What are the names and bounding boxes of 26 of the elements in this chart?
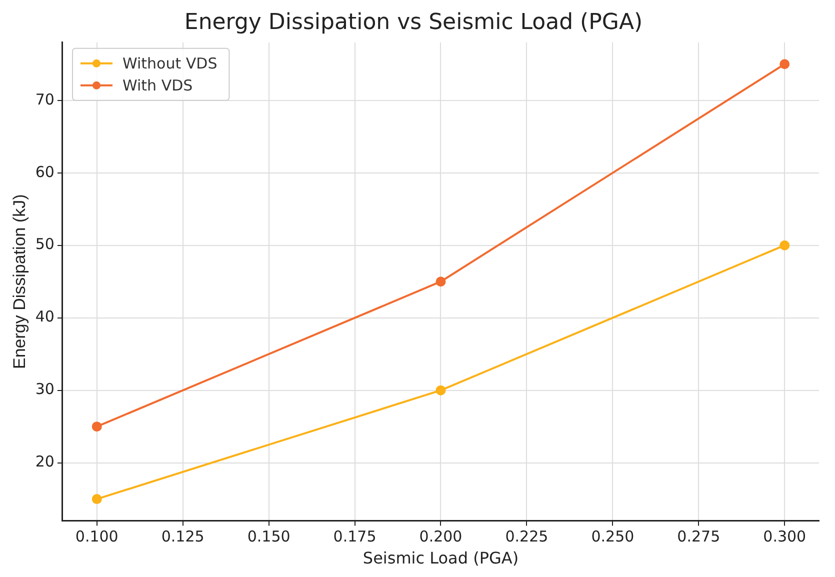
y-tick-label: 70 [35,90,54,108]
point [780,59,790,70]
x-tick-label: 0.100 [75,528,118,546]
y-tick-label: 30 [35,380,54,398]
x-tick-label: 0.175 [333,528,376,546]
x-tick-label: 0.200 [419,528,462,546]
y-tick-label: 60 [35,162,54,181]
x-tick-label: 0.275 [677,528,720,546]
legend-label: Without VDS [122,54,218,72]
y-axis-title: Energy Dissipation (kJ) [10,194,29,369]
x-axis-title: Seismic Load (PGA) [362,548,519,568]
point [92,422,102,432]
y-tick-label: 20 [35,452,54,471]
point [436,276,446,287]
point [780,240,790,250]
x-tick-label: 0.225 [505,528,548,546]
point [436,385,446,396]
x-tick-label: 0.300 [763,528,806,546]
legend-label: With VDS [122,76,193,94]
x-tick-label: 0.150 [247,528,290,546]
y-tick-label: 40 [35,308,54,326]
y-tick-label: 50 [35,235,54,254]
x-tick-label: 0.250 [591,528,634,546]
chart-title: Energy Dissipation vs Seismic Load (PGA) [184,10,643,35]
x-tick-label: 0.125 [161,528,204,546]
point [92,494,102,504]
